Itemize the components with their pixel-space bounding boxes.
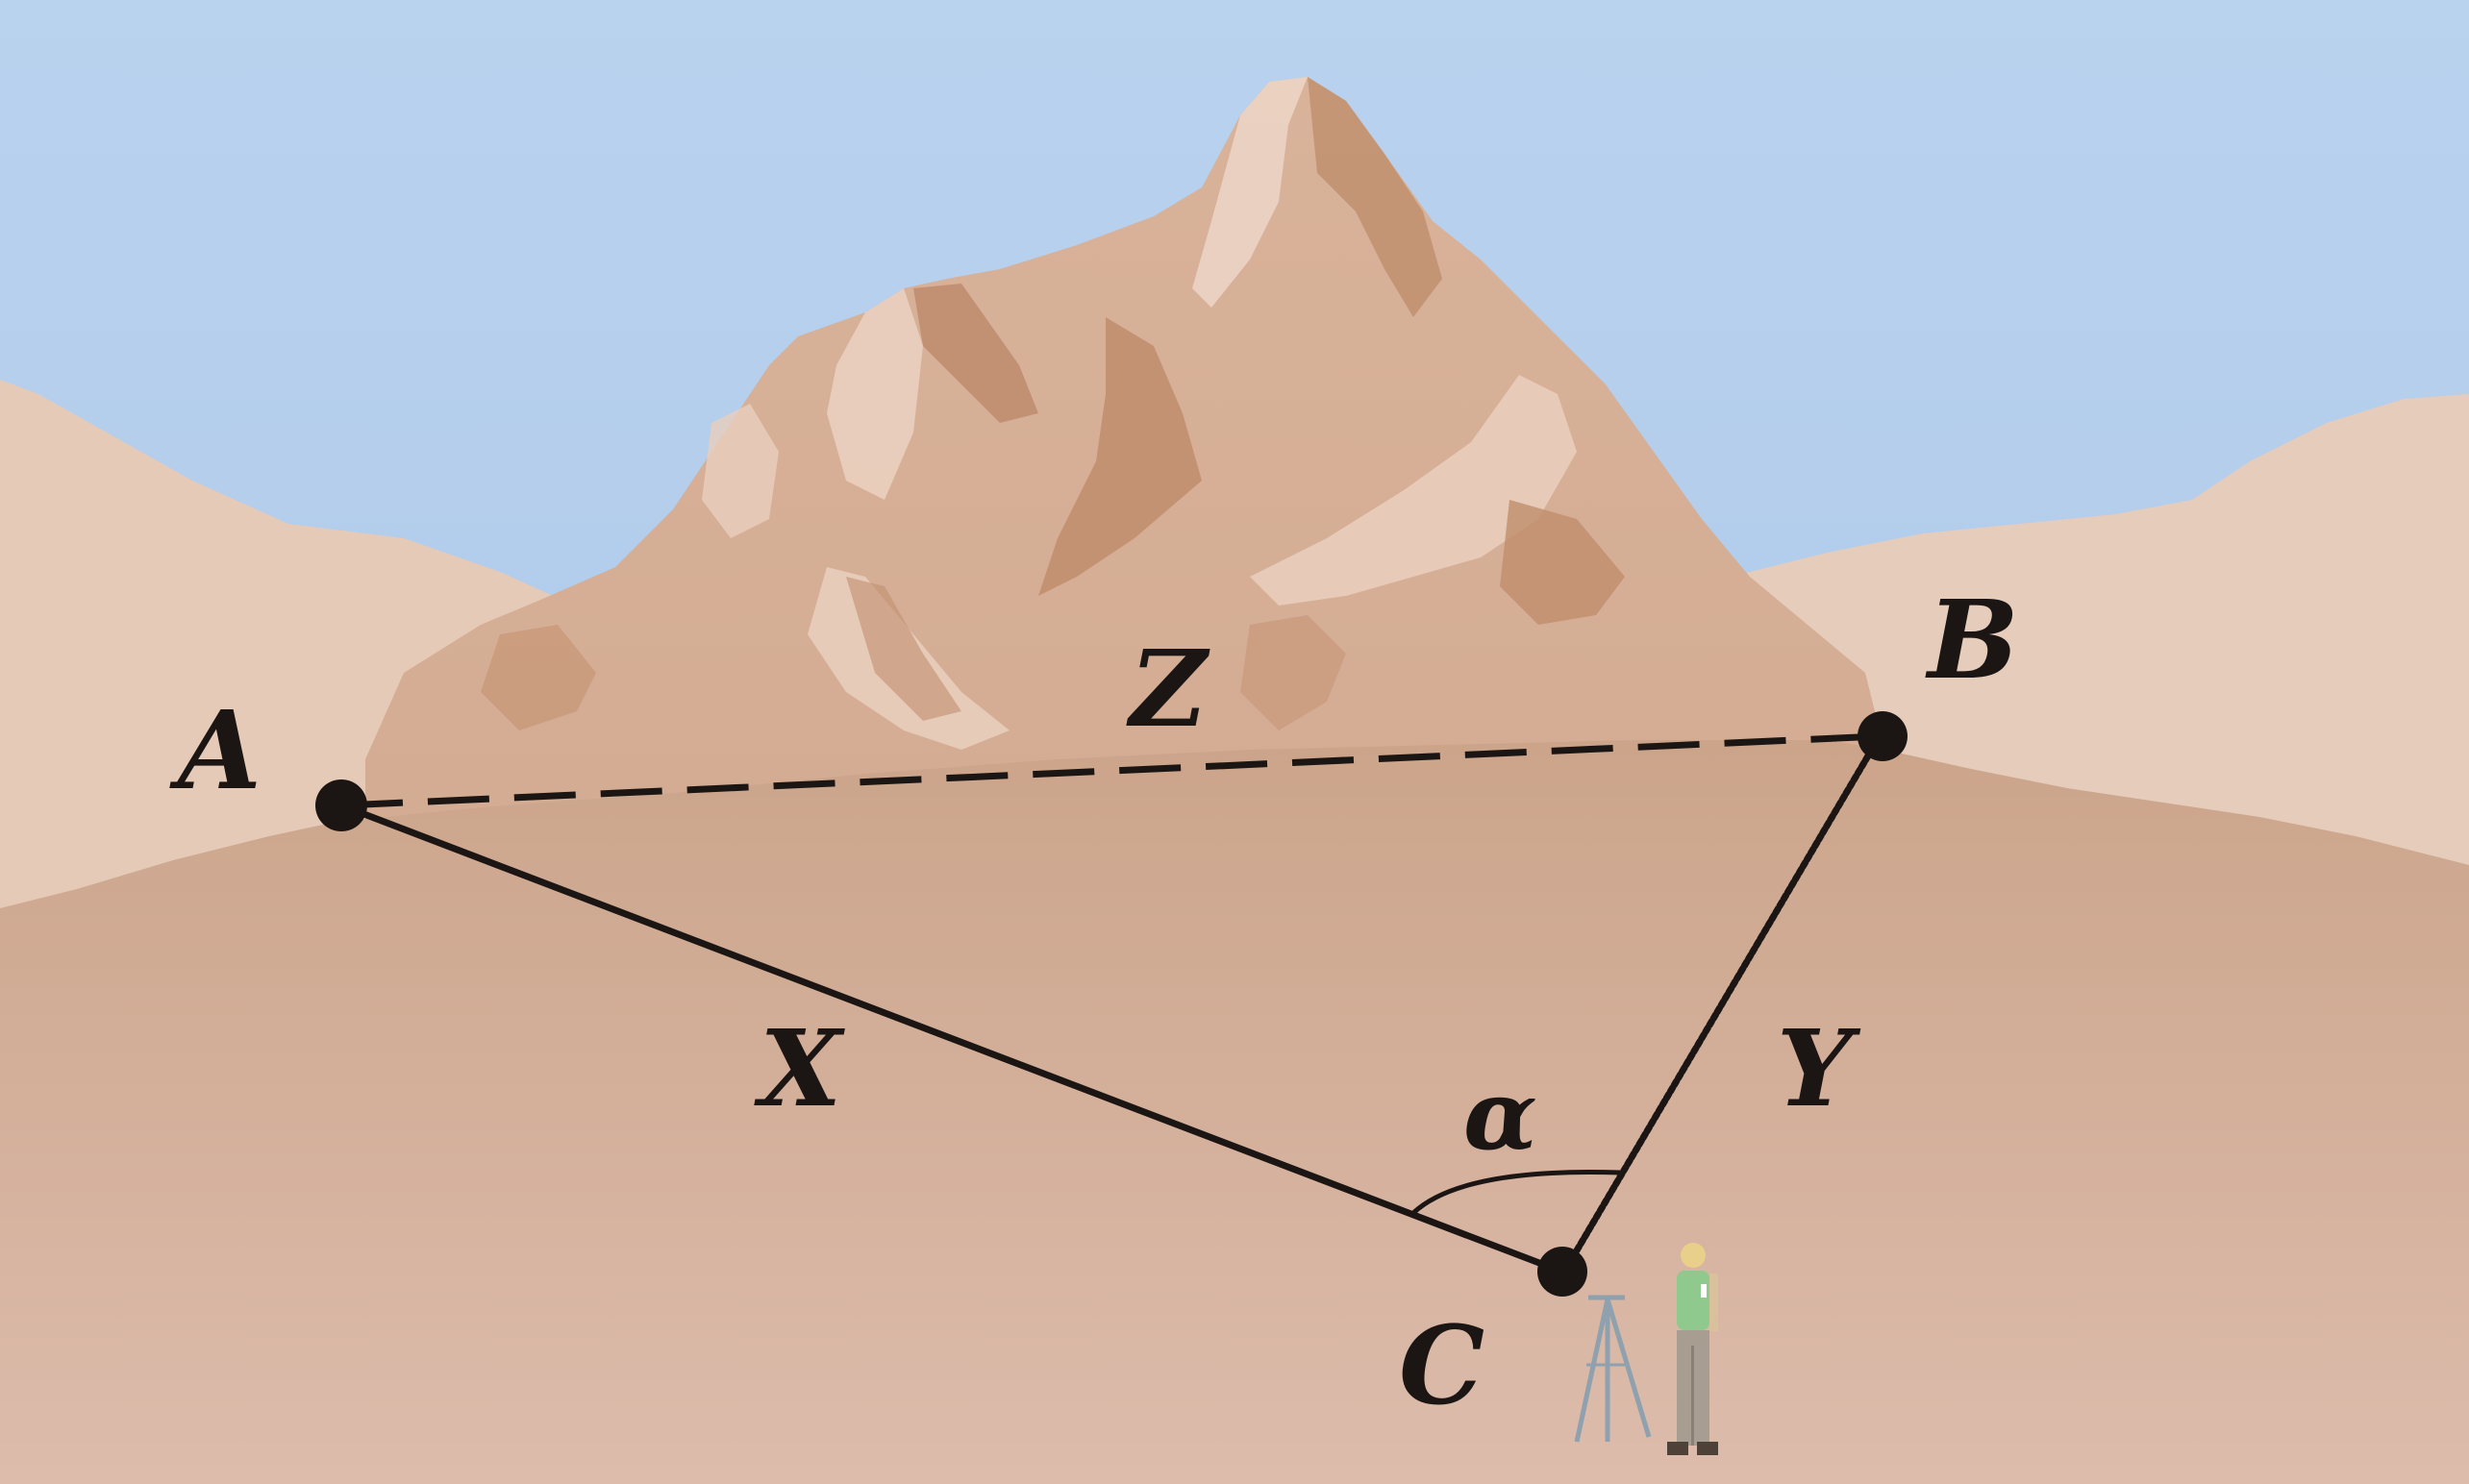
point-c-marker <box>1537 1247 1587 1297</box>
side-x-label: X <box>754 1006 845 1130</box>
angle-label: α <box>1463 1058 1537 1172</box>
point-a-label: A <box>169 688 262 814</box>
ground <box>0 740 2469 1484</box>
side-y-line <box>1563 732 1883 1271</box>
angle-arc <box>1411 1170 1621 1215</box>
point-b-label: B <box>1925 578 2019 704</box>
point-b-marker <box>1858 711 1908 761</box>
mountain-shading <box>481 77 1625 750</box>
side-x-line <box>337 802 1563 1274</box>
side-y-label: Y <box>1777 1006 1861 1130</box>
point-a-marker <box>315 779 367 831</box>
tripod-icon <box>1574 1295 1652 1443</box>
side-z-label: Z <box>1126 627 1210 751</box>
surveyor-figure <box>1667 1243 1718 1455</box>
point-c-label: C <box>1399 1303 1484 1429</box>
